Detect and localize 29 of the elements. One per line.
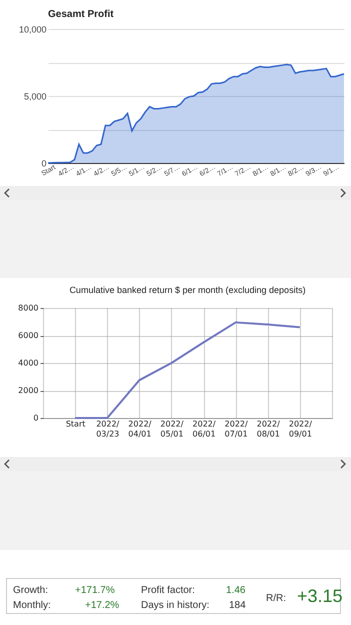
text: 1.46 <box>226 585 246 596</box>
text: +3.15 <box>297 586 343 607</box>
chart-title: Gesamt Profit <box>48 9 114 20</box>
y-tick-label: 0 <box>41 158 46 168</box>
x-tick-label: 2022/05/01 <box>160 420 184 438</box>
text: Growth: <box>13 585 48 596</box>
x-tick-label: 2022/06/01 <box>192 420 216 438</box>
x-tick-label: Start <box>66 420 86 428</box>
x-tick-label: 2022/07/01 <box>224 420 248 438</box>
x-tick-label: 2022/04/01 <box>128 420 152 438</box>
y-tick-label: 8000 <box>18 304 38 312</box>
y-tick-label: 4000 <box>18 358 38 368</box>
line-series <box>74 321 301 419</box>
text: Profit factor: <box>141 585 195 596</box>
text: Days in history: <box>141 600 210 611</box>
text: Monthly: <box>13 600 51 611</box>
y-tick-label: 6000 <box>18 331 38 340</box>
chart-title: Cumulative banked return $ per month (excluding deposits) <box>69 285 306 295</box>
x-tick-label: 2022/09/01 <box>288 420 312 438</box>
y-tick-label: 2000 <box>18 386 38 395</box>
text: R/R: <box>266 593 286 604</box>
y-tick-label: 5,000 <box>24 92 46 102</box>
text: +17.2% <box>85 600 120 611</box>
text: +171.7% <box>75 585 115 596</box>
x-tick-label: 2022/08/01 <box>256 420 280 438</box>
y-tick-label: 10,000 <box>18 24 46 34</box>
y-tick-label: 0 <box>33 414 38 422</box>
x-tick-label: 2022/03/23 <box>96 420 120 438</box>
text: 184 <box>229 600 246 611</box>
